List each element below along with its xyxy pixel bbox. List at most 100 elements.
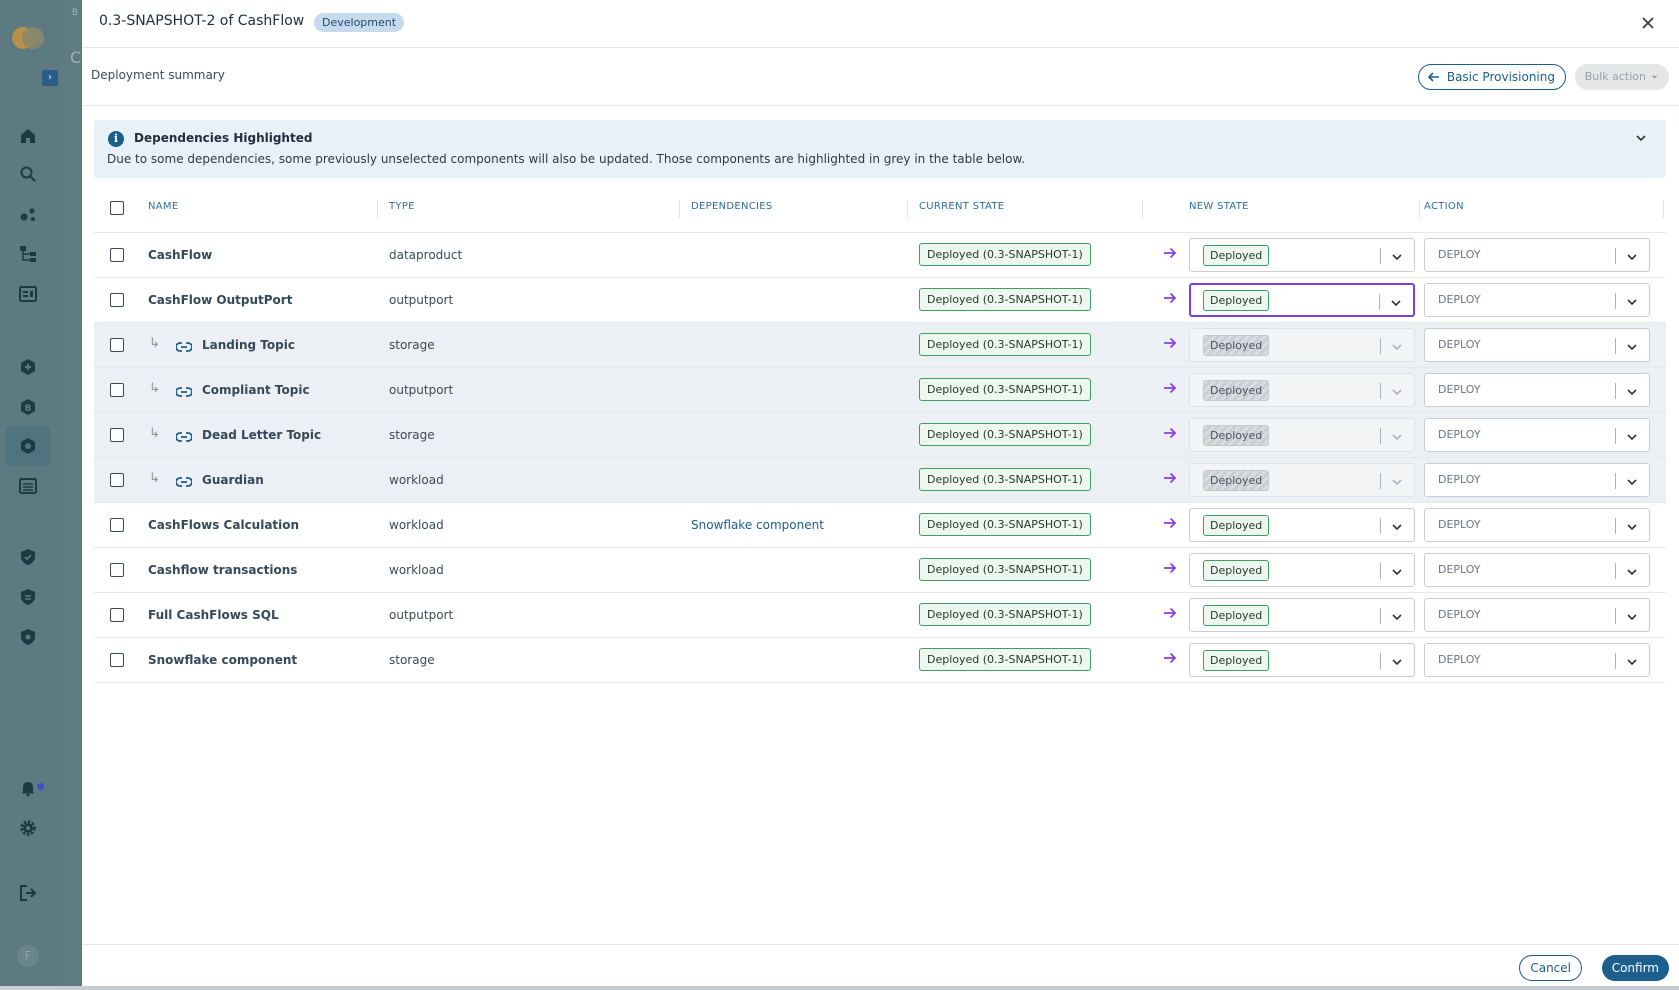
action-select[interactable]: DEPLOY [1424,463,1650,497]
action-select[interactable]: DEPLOY [1424,553,1650,587]
sidebar-expand-button[interactable]: › [42,70,58,86]
new-state-select[interactable]: Deployed [1189,508,1415,542]
component-name: CashFlow [148,248,213,262]
action-select[interactable]: DEPLOY [1424,373,1650,407]
action-select[interactable]: DEPLOY [1424,643,1650,677]
new-state-value: Deployed [1203,560,1270,581]
header-dependencies[interactable]: DEPENDENCIES [691,201,773,212]
action-select[interactable]: DEPLOY [1424,283,1650,317]
action-select[interactable]: DEPLOY [1424,328,1650,362]
shield-icon[interactable] [19,588,37,606]
add-circle-icon[interactable] [19,358,37,376]
bulk-action-button[interactable]: Bulk action [1574,64,1669,90]
components-table: NAME TYPE DEPENDENCIES CURRENT STATE NEW… [94,190,1666,683]
table-header: NAME TYPE DEPENDENCIES CURRENT STATE NEW… [94,190,1666,233]
chevron-down-icon [1390,384,1404,398]
chevron-down-icon [1625,249,1639,263]
component-type: storage [389,338,435,352]
chevron-down-icon [1625,519,1639,533]
logout-icon[interactable] [19,884,37,902]
shield-lock-icon[interactable] [19,628,37,646]
dashboard-icon[interactable] [19,285,37,303]
row-checkbox[interactable] [110,248,124,262]
select-divider [1615,383,1616,399]
new-state-select[interactable]: Deployed [1189,553,1415,587]
cancel-button[interactable]: Cancel [1519,955,1582,981]
graph-icon[interactable] [19,205,37,223]
column-divider [1142,200,1143,218]
row-checkbox[interactable] [110,338,124,352]
link-icon [175,383,193,397]
header-new-state[interactable]: NEW STATE [1189,201,1249,212]
row-checkbox[interactable] [110,383,124,397]
hexagon-icon[interactable] [19,437,37,455]
dependency-link[interactable]: Snowflake component [691,518,824,532]
arrow-right-icon [1162,335,1178,351]
select-divider [1380,428,1381,444]
component-name: Cashflow transactions [148,563,298,577]
hierarchy-icon[interactable] [19,245,37,263]
window-bottom-edge [0,986,1679,990]
select-divider [1615,248,1616,264]
close-button[interactable] [1639,14,1657,32]
action-select[interactable]: DEPLOY [1424,508,1650,542]
action-select[interactable]: DEPLOY [1424,238,1650,272]
new-state-select[interactable]: Deployed [1189,643,1415,677]
row-checkbox[interactable] [110,563,124,577]
select-all-checkbox[interactable] [110,201,124,215]
component-name: CashFlows Calculation [148,518,300,532]
user-avatar[interactable]: F [17,945,39,967]
search-icon[interactable] [19,165,37,183]
current-state-badge: Deployed (0.3-SNAPSHOT-1) [919,288,1091,311]
link-icon [175,473,193,487]
new-state-value: Deployed [1203,515,1270,536]
select-divider [1380,518,1381,534]
home-icon[interactable] [19,127,37,145]
select-divider [1379,294,1380,310]
table-row-highlighted: ↳ Guardian workload Deployed (0.3-SNAPSHOT-… [94,458,1666,503]
row-checkbox[interactable] [110,428,124,442]
gear-icon[interactable] [19,819,37,837]
select-divider [1380,608,1381,624]
new-state-select[interactable]: Deployed [1189,283,1415,317]
select-divider [1380,383,1381,399]
arrow-left-icon [1427,72,1439,82]
new-state-select[interactable]: Deployed [1189,598,1415,632]
row-checkbox[interactable] [110,293,124,307]
chevron-down-icon [1625,339,1639,353]
header-name[interactable]: NAME [148,201,179,212]
list-icon[interactable] [19,477,37,495]
component-name: Guardian [202,473,264,487]
row-checkbox[interactable] [110,473,124,487]
action-select[interactable]: DEPLOY [1424,598,1650,632]
header-type[interactable]: TYPE [389,201,415,212]
environment-badge: Development [314,13,405,32]
new-state-value: Deployed [1203,245,1270,266]
component-name: Landing Topic [202,338,295,352]
header-action[interactable]: ACTION [1424,201,1464,212]
select-divider [1615,608,1616,624]
component-type: storage [389,428,435,442]
new-state-select[interactable]: Deployed [1189,238,1415,272]
table-row: Snowflake component storage Deployed (0.3-… [94,638,1666,683]
select-divider [1615,518,1616,534]
close-icon [1642,17,1654,29]
row-checkbox[interactable] [110,653,124,667]
row-checkbox[interactable] [110,608,124,622]
shield-check-icon[interactable] [19,548,37,566]
action-select[interactable]: DEPLOY [1424,418,1650,452]
basic-provisioning-button[interactable]: Basic Provisioning [1417,64,1566,90]
chevron-down-icon [1625,294,1639,308]
row-checkbox[interactable] [110,518,124,532]
select-divider [1380,653,1381,669]
alert-text: Due to some dependencies, some previousl… [107,152,1026,166]
alert-collapse-button[interactable] [1634,130,1648,144]
arrow-right-icon [1162,515,1178,531]
confirm-button[interactable]: Confirm [1601,955,1669,981]
new-state-select: Deployed [1189,418,1415,452]
header-current-state[interactable]: CURRENT STATE [919,201,1005,212]
badge-b-icon[interactable]: B [19,398,37,416]
deployment-summary-label: Deployment summary [91,68,225,82]
bell-icon[interactable] [19,779,37,797]
chevron-down-icon [1390,474,1404,488]
